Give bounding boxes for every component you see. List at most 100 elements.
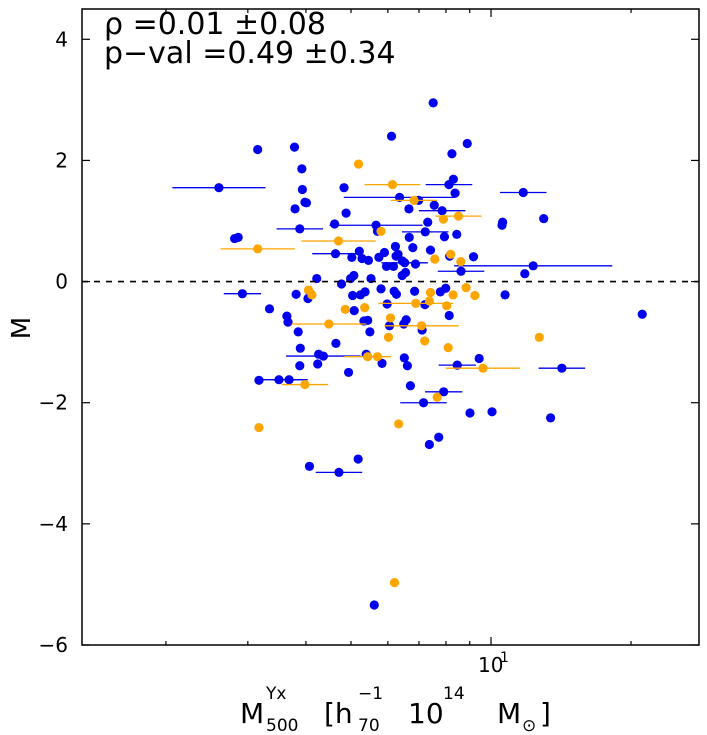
x-tick-label-base: 10: [478, 653, 503, 677]
x-label-sup: Yx: [265, 684, 286, 704]
blue-data-point: [349, 306, 359, 316]
blue-marker: [428, 98, 438, 108]
orange-data-point: [394, 419, 404, 429]
blue-marker: [404, 232, 414, 242]
blue-data-point: [474, 353, 484, 364]
blue-marker: [318, 351, 328, 361]
blue-marker: [363, 315, 373, 325]
blue-marker: [437, 206, 447, 216]
blue-marker: [408, 243, 418, 253]
orange-data-point: [364, 180, 421, 190]
blue-data-point: [295, 343, 305, 353]
blue-marker: [520, 269, 530, 279]
orange-data-point: [470, 290, 480, 301]
blue-marker: [423, 217, 433, 227]
blue-data-point: [400, 398, 447, 408]
orange-marker: [333, 236, 344, 246]
orange-data-point: [448, 290, 458, 300]
blue-marker: [214, 183, 224, 193]
stat-rho: ρ =0.01 ±0.08: [104, 7, 326, 42]
blue-data-point: [405, 381, 416, 391]
blue-data-point: [301, 198, 312, 208]
blue-marker: [360, 287, 370, 297]
blue-marker: [293, 327, 303, 337]
blue-marker: [391, 289, 402, 299]
blue-data-point: [353, 454, 363, 464]
orange-marker: [253, 244, 263, 254]
blue-marker: [353, 454, 363, 464]
blue-marker: [363, 255, 374, 265]
blue-marker: [452, 360, 462, 370]
blue-data-point: [487, 407, 497, 417]
blue-data-point: [452, 229, 462, 239]
blue-data-point: [404, 232, 414, 242]
blue-marker: [420, 227, 430, 237]
orange-data-point: [534, 332, 544, 342]
orange-data-point: [291, 319, 367, 329]
blue-data-point: [545, 413, 556, 423]
blue-marker: [341, 208, 351, 218]
x-label-units-end: M: [497, 697, 521, 730]
blue-marker: [456, 266, 466, 276]
blue-marker: [439, 387, 449, 397]
blue-data-point: [363, 315, 373, 325]
blue-marker: [447, 149, 457, 159]
blue-data-point: [390, 241, 401, 252]
blue-data-point: [465, 408, 475, 418]
blue-data-point: [264, 304, 275, 314]
blue-marker: [313, 359, 323, 369]
blue-data-point: [283, 317, 293, 327]
orange-data-point: [360, 303, 370, 313]
blue-data-point: [363, 255, 374, 265]
orange-marker: [389, 578, 400, 588]
y-tick-label: −2: [39, 391, 68, 415]
blue-data-point: [376, 284, 386, 294]
blue-marker: [348, 290, 358, 301]
blue-data-point: [391, 289, 402, 299]
blue-marker: [418, 398, 429, 408]
orange-data-point: [456, 256, 466, 267]
blue-data-point: [313, 359, 323, 369]
blue-marker: [557, 363, 567, 373]
orange-data-point: [353, 159, 364, 169]
blue-marker: [233, 232, 243, 242]
blue-marker: [343, 367, 354, 378]
blue-data-point: [500, 187, 547, 198]
blue-data-point: [423, 217, 433, 227]
orange-data-point: [420, 336, 430, 346]
blue-marker: [331, 338, 341, 348]
orange-data-point: [389, 578, 400, 588]
blue-data-point: [172, 183, 266, 193]
orange-data-point: [435, 211, 482, 221]
orange-marker: [461, 283, 471, 293]
y-axis-label: M: [7, 317, 37, 339]
orange-data-point: [443, 342, 453, 353]
blue-marker: [297, 164, 307, 174]
blue-marker: [330, 219, 340, 229]
blue-marker: [264, 304, 275, 314]
blue-marker: [295, 343, 305, 353]
orange-marker: [409, 195, 419, 206]
blue-marker: [637, 309, 647, 319]
orange-marker: [446, 249, 456, 259]
blue-marker: [284, 375, 294, 385]
orange-data-point: [446, 249, 456, 259]
blue-data-point: [386, 131, 397, 141]
orange-marker: [372, 352, 383, 362]
blue-data-point: [397, 256, 408, 266]
orange-marker: [430, 254, 440, 264]
blue-data-point: [341, 208, 351, 218]
blue-data-point: [424, 439, 434, 450]
blue-data-point: [401, 227, 449, 237]
blue-marker: [465, 408, 475, 418]
blue-data-point: [425, 180, 473, 190]
orange-marker: [387, 180, 398, 190]
blue-data-point: [365, 327, 375, 337]
blue-data-point: [401, 315, 411, 325]
blue-marker: [405, 381, 416, 391]
blue-data-point: [429, 200, 439, 210]
blue-data-point: [428, 98, 438, 108]
orange-marker: [394, 419, 404, 429]
blue-marker: [347, 252, 357, 262]
blue-data-point: [538, 363, 586, 373]
